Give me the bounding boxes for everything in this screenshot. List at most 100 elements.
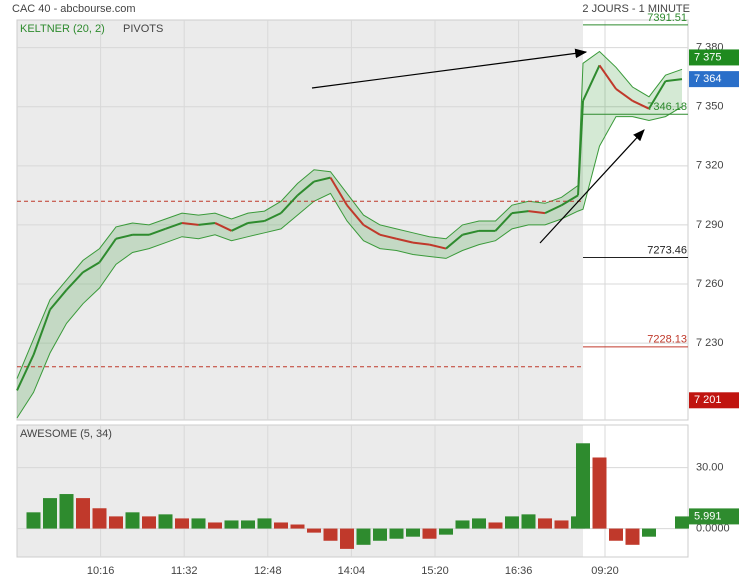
ao-bar xyxy=(625,528,640,545)
ao-bar xyxy=(323,528,338,541)
price-segment xyxy=(247,219,265,224)
price-segment xyxy=(528,210,546,215)
y-tick-label: 7 260 xyxy=(696,278,724,290)
price-tag-label: 7 201 xyxy=(694,394,722,406)
ao-bar xyxy=(142,516,156,529)
ao-bar xyxy=(554,520,569,529)
y-tick-label: 0.0000 xyxy=(696,522,730,534)
ao-bar xyxy=(307,528,321,533)
ao-tag-label: 5.991 xyxy=(694,510,722,522)
pivot-label: 7228.13 xyxy=(647,334,687,346)
ao-bar xyxy=(455,520,470,529)
ao-bar xyxy=(642,528,656,537)
price-segment xyxy=(632,99,650,110)
ao-bar xyxy=(472,518,486,529)
ao-bar xyxy=(43,498,57,529)
ao-bar xyxy=(488,522,503,529)
ao-bar xyxy=(439,528,453,535)
ao-bar xyxy=(26,512,41,529)
price-segment xyxy=(396,237,414,244)
x-tick-label: 12:48 xyxy=(254,565,282,577)
ao-bar xyxy=(521,514,536,529)
session-bg xyxy=(17,425,583,557)
annotation-arrow xyxy=(539,129,645,244)
ao-bar xyxy=(274,522,288,529)
panel-title: AWESOME (5, 34) xyxy=(20,428,112,440)
x-tick-label: 11:32 xyxy=(171,565,198,577)
y-tick-label: 7 320 xyxy=(696,160,724,172)
ao-bar xyxy=(175,518,189,529)
plot: 10:16 11:32 12:48 14:04 15:20 16:36 09:207 380… xyxy=(16,12,739,577)
price-segment xyxy=(445,234,464,250)
price-tag xyxy=(689,392,739,409)
price-segment xyxy=(280,194,299,214)
price-segment xyxy=(648,80,667,110)
ao-bar xyxy=(109,516,123,529)
ao-bar xyxy=(158,514,173,529)
price-segment xyxy=(231,222,249,232)
price-segment xyxy=(115,233,133,240)
ao-bar xyxy=(224,520,239,529)
ao-bar xyxy=(340,528,354,549)
ao-bar xyxy=(92,508,107,529)
price-segment xyxy=(412,241,430,246)
ao-bar xyxy=(592,457,607,529)
price-segment xyxy=(49,289,68,311)
ao-bar xyxy=(76,498,90,529)
x-tick-label: 10:16 xyxy=(87,565,115,577)
ao-bar xyxy=(422,528,437,539)
pivot-label: 7391.51 xyxy=(647,12,687,24)
price-segment xyxy=(165,222,183,230)
price-segment xyxy=(494,212,513,232)
y-tick-label: 7 350 xyxy=(696,101,724,113)
indicator-label: KELTNER (20, 2) xyxy=(20,23,105,35)
period-label: 2 JOURS - 1 MINUTE xyxy=(582,3,690,15)
price-segment xyxy=(32,309,51,356)
price-segment xyxy=(560,194,579,207)
price-segment xyxy=(198,221,216,226)
ao-bar xyxy=(191,518,206,529)
ao-bar xyxy=(290,524,305,529)
price-segment xyxy=(148,227,166,236)
price-segment xyxy=(329,177,348,206)
ao-bar xyxy=(356,528,371,545)
price-tag xyxy=(689,71,739,88)
price-segment xyxy=(362,224,381,236)
pivot-label: 7273.46 xyxy=(647,244,687,256)
price-segment xyxy=(313,176,331,183)
price-segment xyxy=(82,261,101,274)
keltner-lower xyxy=(16,106,683,419)
source-title: CAC 40 - abcbourse.com xyxy=(12,3,136,15)
ao-bar xyxy=(406,528,420,537)
ao-bar xyxy=(125,512,140,529)
session-bg xyxy=(17,20,583,420)
ao-bar xyxy=(208,522,222,529)
plot-frame xyxy=(16,19,689,421)
y-tick-label: 30.00 xyxy=(696,462,724,474)
ao-tag xyxy=(689,508,739,525)
price-segment xyxy=(544,204,562,215)
price-segment xyxy=(65,271,84,291)
price-segment xyxy=(214,222,232,232)
indicator-label: PIVOTS xyxy=(123,23,163,35)
price-segment xyxy=(598,64,617,90)
price-segment xyxy=(296,180,315,197)
price-tag-label: 7 364 xyxy=(694,73,722,85)
ao-bar xyxy=(59,494,74,529)
ao-bar xyxy=(241,520,255,529)
annotation-arrow xyxy=(311,48,588,89)
ao-bar xyxy=(675,516,689,529)
price-segment xyxy=(511,210,529,215)
ao-bar xyxy=(505,516,519,529)
price-segment xyxy=(379,233,397,240)
x-tick-label: 14:04 xyxy=(338,565,366,577)
ao-bar xyxy=(576,443,590,529)
price-segment xyxy=(98,238,117,263)
price-segment xyxy=(181,221,199,226)
x-tick-label: 16:36 xyxy=(505,565,533,577)
price-segment xyxy=(615,88,634,102)
pivot-label: 7346.18 xyxy=(647,101,687,113)
ao-bar xyxy=(257,518,272,529)
